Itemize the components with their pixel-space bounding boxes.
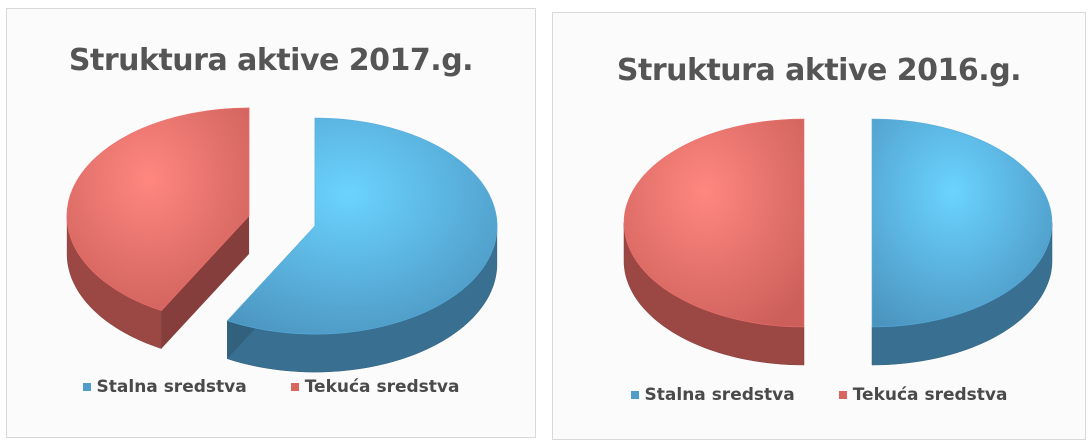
pie-chart-2016 bbox=[623, 118, 1053, 366]
pie-slice-stalna bbox=[226, 117, 498, 373]
chart-panel-2016: Struktura aktive 2016.g. Stalna sredstva… bbox=[552, 12, 1086, 440]
legend-swatch-stalna bbox=[82, 383, 91, 391]
pie-slice-tekuca bbox=[623, 118, 805, 366]
legend-label-tekuca: Tekuća sredstva bbox=[304, 377, 460, 397]
pie-slice-stalna bbox=[871, 118, 1053, 366]
pie-slice-top bbox=[66, 107, 250, 311]
legend-item-stalna: Stalna sredstva bbox=[82, 377, 247, 397]
legend-label-stalna: Stalna sredstva bbox=[644, 385, 795, 405]
legend-swatch-tekuca bbox=[290, 383, 299, 391]
pie-slice-face bbox=[161, 215, 250, 349]
legend-label-tekuca: Tekuća sredstva bbox=[852, 385, 1008, 405]
legend-item-tekuca: Tekuća sredstva bbox=[290, 377, 460, 397]
pie-slice-tekuca bbox=[66, 107, 250, 349]
chart-title: Struktura aktive 2016.g. bbox=[616, 53, 1022, 88]
legend: Stalna sredstva Tekuća sredstva bbox=[553, 385, 1085, 405]
legend-swatch-stalna bbox=[630, 391, 639, 399]
legend-item-tekuca: Tekuća sredstva bbox=[838, 385, 1008, 405]
chart-panel-2017: Struktura aktive 2017.g. Stalna sredstva… bbox=[6, 8, 536, 438]
legend-item-stalna: Stalna sredstva bbox=[630, 385, 795, 405]
chart-title: Struktura aktive 2017.g. bbox=[68, 43, 474, 78]
pie-slice-top bbox=[623, 118, 805, 328]
pie-chart-2017 bbox=[66, 107, 498, 373]
pie-slice-top bbox=[226, 117, 498, 335]
legend-swatch-tekuca bbox=[838, 391, 847, 399]
legend: Stalna sredstva Tekuća sredstva bbox=[7, 377, 535, 397]
legend-label-stalna: Stalna sredstva bbox=[96, 377, 247, 397]
pie-slice-top bbox=[871, 118, 1053, 328]
